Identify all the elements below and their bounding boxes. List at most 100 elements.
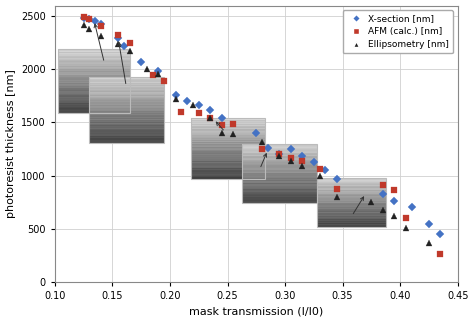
Bar xyxy=(90,113,164,114)
Bar xyxy=(191,142,265,143)
Bar xyxy=(58,100,130,101)
Bar xyxy=(317,188,386,189)
Bar xyxy=(90,87,164,88)
Bar xyxy=(191,174,265,175)
Bar xyxy=(317,205,386,206)
Bar xyxy=(243,150,317,151)
Bar xyxy=(90,115,164,116)
Bar xyxy=(90,126,164,127)
Bar xyxy=(90,92,164,93)
X-axis label: mask transmission (I/I0): mask transmission (I/I0) xyxy=(189,307,323,317)
Bar xyxy=(90,99,164,100)
Bar xyxy=(58,50,130,51)
Bar xyxy=(90,94,164,95)
Bar xyxy=(191,135,265,136)
Bar xyxy=(191,137,265,138)
Bar xyxy=(317,226,386,227)
Bar xyxy=(90,98,164,99)
Bar xyxy=(317,182,386,183)
Bar xyxy=(243,167,317,168)
Bar xyxy=(191,144,265,145)
Bar xyxy=(243,196,317,197)
Bar xyxy=(317,192,386,193)
Bar xyxy=(317,225,386,226)
Bar xyxy=(317,204,386,205)
Bar xyxy=(317,196,386,197)
Bar xyxy=(191,124,265,125)
Bar xyxy=(58,73,130,74)
Bar xyxy=(90,127,164,128)
Bar xyxy=(90,122,164,123)
Bar xyxy=(243,190,317,191)
Bar xyxy=(58,71,130,72)
Bar xyxy=(243,159,317,160)
Bar xyxy=(90,131,164,132)
Bar xyxy=(191,132,265,133)
Bar xyxy=(58,90,130,91)
Bar xyxy=(243,186,317,187)
Bar xyxy=(191,164,265,165)
Bar xyxy=(191,122,265,123)
Bar xyxy=(58,55,130,56)
Bar xyxy=(191,118,265,179)
Bar xyxy=(243,146,317,147)
Bar xyxy=(243,166,317,167)
Bar xyxy=(243,172,317,173)
Bar xyxy=(90,135,164,136)
Bar xyxy=(317,217,386,218)
Bar xyxy=(191,134,265,135)
Bar xyxy=(317,194,386,195)
Bar xyxy=(90,96,164,97)
Bar xyxy=(317,216,386,217)
Bar xyxy=(58,77,130,78)
Bar xyxy=(243,149,317,150)
Bar xyxy=(191,128,265,129)
Bar xyxy=(90,112,164,113)
Bar xyxy=(191,155,265,156)
Bar xyxy=(243,160,317,161)
Bar xyxy=(243,174,317,175)
Bar xyxy=(58,83,130,84)
Bar xyxy=(58,98,130,99)
Bar xyxy=(90,90,164,91)
Bar xyxy=(90,103,164,104)
Bar xyxy=(58,59,130,60)
Bar xyxy=(90,138,164,139)
Bar xyxy=(90,97,164,98)
Bar xyxy=(243,199,317,200)
Bar xyxy=(58,101,130,102)
Bar xyxy=(90,106,164,107)
Bar xyxy=(90,125,164,126)
Bar xyxy=(243,153,317,154)
Bar xyxy=(243,195,317,196)
Bar xyxy=(191,130,265,131)
Bar xyxy=(90,142,164,143)
Bar xyxy=(243,158,317,159)
Bar xyxy=(243,168,317,169)
Bar xyxy=(90,111,164,112)
Bar xyxy=(90,89,164,90)
Bar xyxy=(90,120,164,121)
Bar xyxy=(90,114,164,115)
Bar xyxy=(90,91,164,92)
Bar xyxy=(243,197,317,198)
Bar xyxy=(58,53,130,54)
Bar xyxy=(58,87,130,88)
Bar xyxy=(90,117,164,118)
Bar xyxy=(58,54,130,55)
Bar xyxy=(317,209,386,210)
Bar xyxy=(58,82,130,83)
Bar xyxy=(243,173,317,174)
Bar xyxy=(317,207,386,208)
Bar xyxy=(243,145,317,146)
Bar xyxy=(317,222,386,223)
Bar xyxy=(58,78,130,79)
Bar xyxy=(243,193,317,194)
Bar xyxy=(317,214,386,215)
Bar xyxy=(58,67,130,68)
Bar xyxy=(317,203,386,204)
Bar xyxy=(317,201,386,202)
Bar xyxy=(191,147,265,148)
Bar xyxy=(317,184,386,185)
Bar xyxy=(191,171,265,172)
